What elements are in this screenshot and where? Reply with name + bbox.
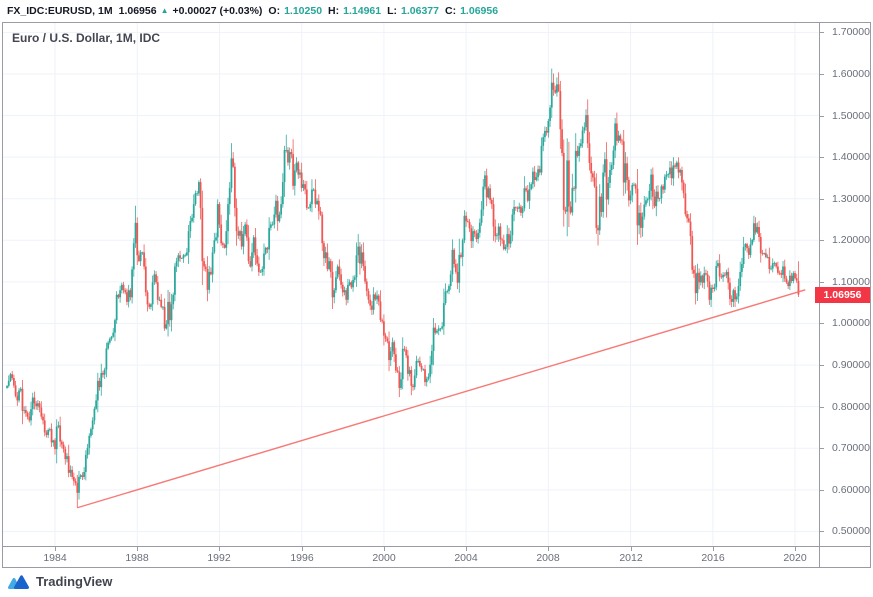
y-axis-label: 1.30000 — [832, 193, 870, 205]
last-price-badge: 1.06956 — [815, 287, 870, 303]
y-axis-tick — [820, 407, 824, 408]
x-axis-label: 2016 — [701, 552, 725, 564]
logo-text: TradingView — [36, 574, 113, 589]
high-label: H: — [328, 5, 340, 17]
x-axis-label: 2000 — [372, 552, 396, 564]
y-axis-label: 1.10000 — [832, 276, 870, 288]
high-value: 1.14961 — [343, 5, 382, 17]
low-value: 1.06377 — [401, 5, 439, 17]
x-axis-tick — [302, 547, 303, 551]
last-price: 1.06956 — [118, 5, 157, 17]
close-value: 1.06956 — [460, 5, 499, 17]
x-axis-tick — [55, 547, 56, 551]
x-axis-label: 2004 — [454, 552, 478, 564]
x-axis-tick — [466, 547, 467, 551]
y-axis-label: 1.20000 — [832, 234, 870, 246]
legend-bar: FX_IDC:EURUSD, 1M 1.06956 ▲ +0.00027 (+0… — [7, 2, 498, 20]
y-axis-label: 0.90000 — [832, 359, 870, 371]
tradingview-mountain-logo — [8, 574, 29, 589]
x-axis-tick — [384, 547, 385, 551]
x-axis-label: 1992 — [207, 552, 231, 564]
x-axis-tick — [713, 547, 714, 551]
y-axis-tick — [820, 240, 824, 241]
y-axis-label: 1.50000 — [832, 110, 870, 122]
x-axis-tick — [795, 547, 796, 551]
symbol-name[interactable]: FX_IDC:EURUSD, 1M — [7, 5, 113, 17]
open-value: 1.10250 — [284, 5, 323, 17]
y-axis-label: 0.50000 — [832, 525, 870, 537]
y-axis-tick — [820, 448, 824, 449]
candlestick-plot[interactable] — [3, 23, 819, 546]
x-axis-label: 1996 — [290, 552, 314, 564]
y-axis-label: 0.70000 — [832, 442, 870, 454]
y-axis-tick — [820, 157, 824, 158]
x-axis-tick — [631, 547, 632, 551]
y-axis-label: 1.70000 — [832, 26, 870, 38]
y-axis-tick — [820, 531, 824, 532]
y-axis-tick — [820, 323, 824, 324]
ascending-trendline — [77, 289, 806, 509]
y-axis-label: 1.40000 — [832, 151, 870, 163]
tradingview-branding[interactable]: TradingView — [8, 574, 112, 589]
x-axis-tick — [137, 547, 138, 551]
x-axis-label: 2020 — [783, 552, 807, 564]
y-axis-tick — [820, 74, 824, 75]
open-label: O: — [268, 5, 281, 17]
x-axis-label: 2008 — [536, 552, 560, 564]
x-axis-label: 1984 — [43, 552, 67, 564]
time-axis-separator — [3, 546, 870, 547]
chart-frame: Euro / U.S. Dollar, 1M, IDC 1.70000 1.600… — [2, 22, 871, 568]
x-axis-label: 1988 — [125, 552, 149, 564]
y-axis-label: 0.80000 — [832, 401, 870, 413]
y-axis-tick — [820, 32, 824, 33]
y-axis-tick — [820, 490, 824, 491]
y-axis-label: 0.60000 — [832, 484, 870, 496]
price-change: +0.00027 (+0.03%) — [172, 5, 263, 17]
y-axis-tick — [820, 116, 824, 117]
x-axis-label: 2012 — [619, 552, 643, 564]
x-axis-tick — [548, 547, 549, 551]
y-axis-label: 1.60000 — [832, 68, 870, 80]
close-label: C: — [445, 5, 457, 17]
y-axis-tick — [820, 199, 824, 200]
up-arrow-icon: ▲ — [160, 5, 169, 15]
y-axis-tick — [820, 282, 824, 283]
y-axis-tick — [820, 365, 824, 366]
x-axis-tick — [219, 547, 220, 551]
y-axis-label: 1.00000 — [832, 317, 870, 329]
chart-title: Euro / U.S. Dollar, 1M, IDC — [12, 31, 161, 45]
low-label: L: — [387, 5, 398, 17]
